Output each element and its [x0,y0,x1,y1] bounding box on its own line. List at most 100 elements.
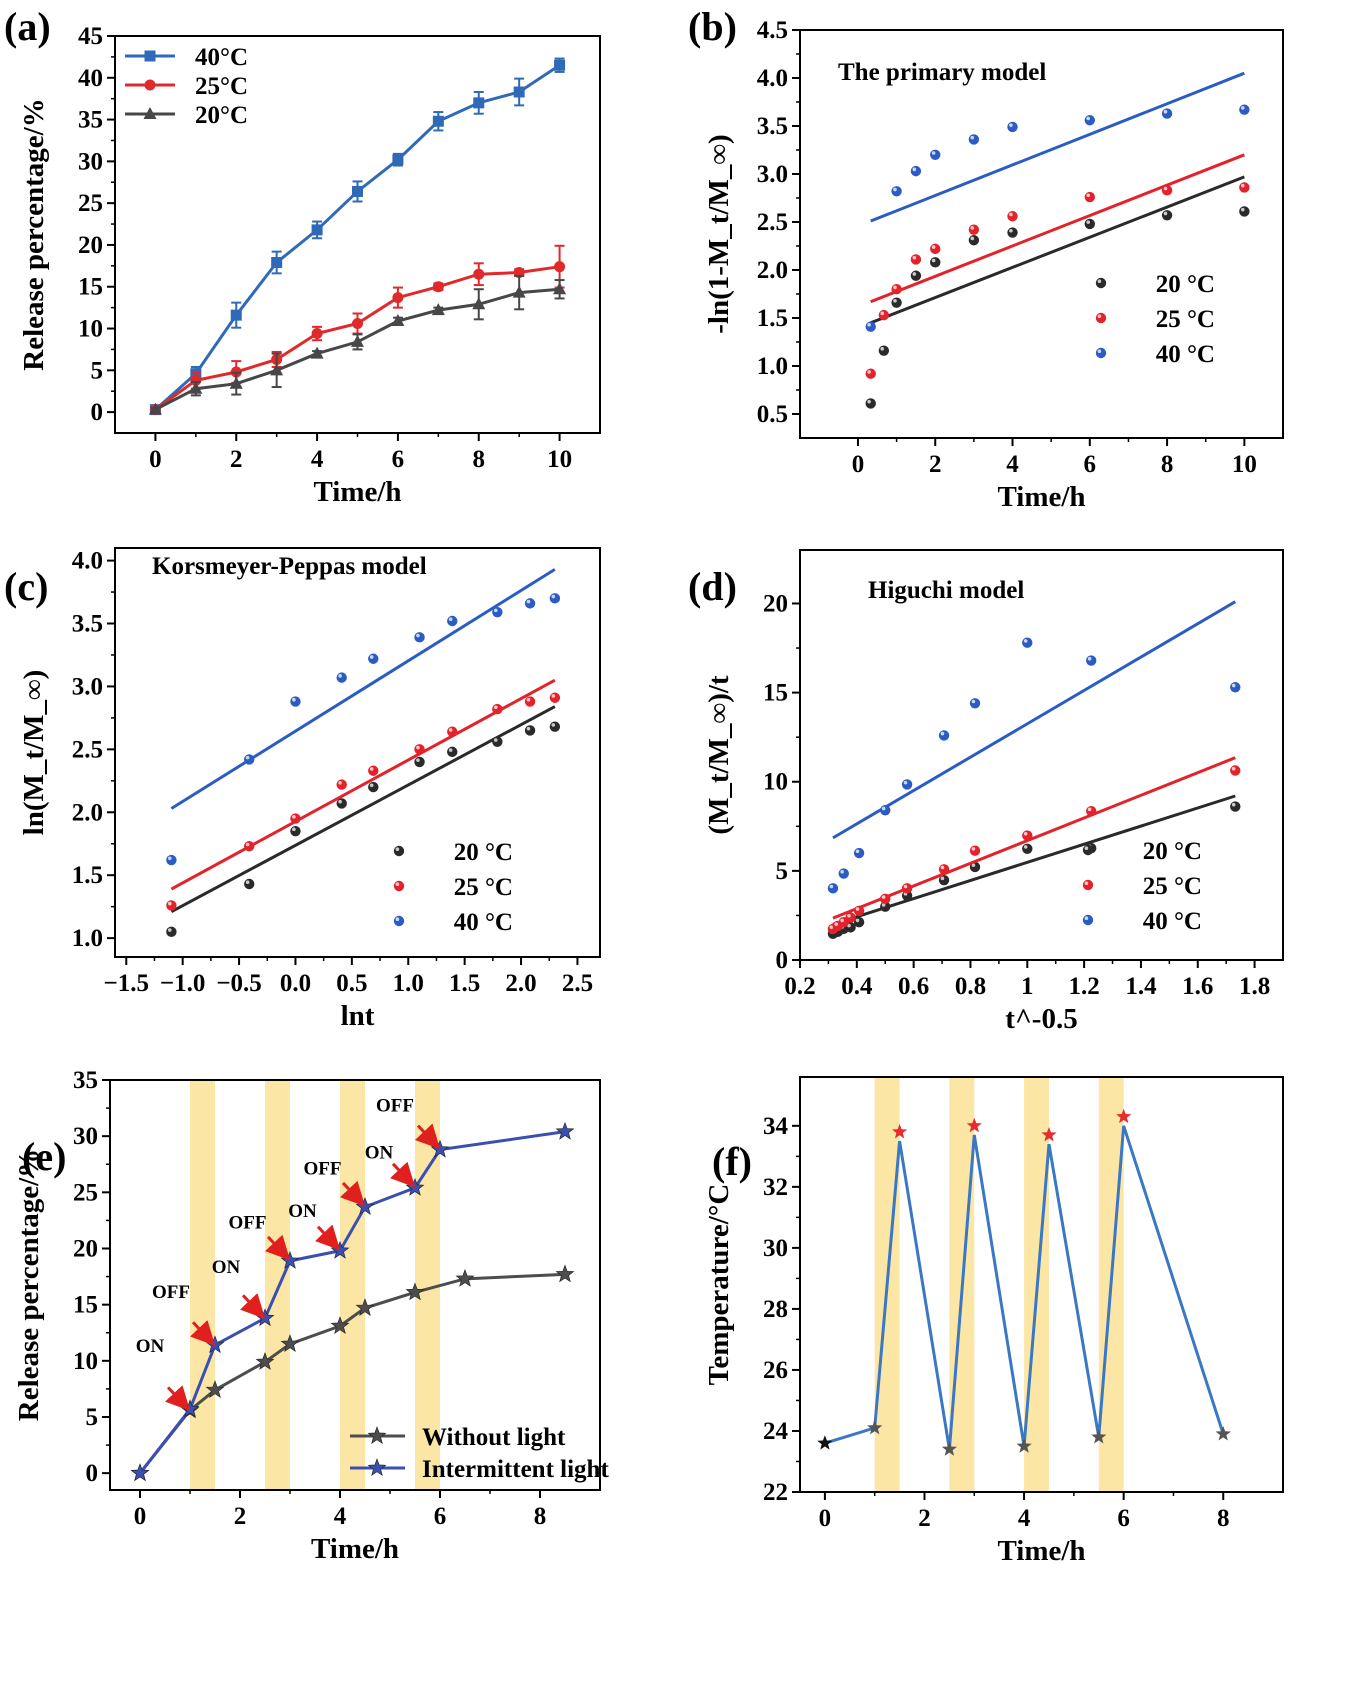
legend-marker [1082,879,1094,891]
data-point [1007,211,1018,222]
y-tick-label: 1.5 [72,862,103,889]
data-point [867,1419,883,1435]
red-arrow [239,1293,266,1319]
data-point [938,864,950,875]
data-point [968,224,980,235]
data-point-highlight [1231,683,1236,688]
data-point [1161,210,1173,221]
data-point-highlight [829,884,834,889]
plot-frame [109,1079,601,1491]
legend-label: 25 °C [1143,873,1202,900]
data-point [901,779,913,790]
data-point [270,363,284,376]
data-point [549,593,561,604]
fit-line [170,568,556,810]
data-point [189,381,203,394]
y-tick-label: 28 [763,1296,788,1323]
data-point [880,893,891,905]
y-axis-label: Release percentage/% [18,98,50,370]
data-point [941,1441,957,1456]
legend-label: 20 °C [1143,838,1202,865]
x-axis-label: Time/h [313,476,401,508]
y-tick-label: 30 [763,1235,788,1262]
series-b-2 [865,71,1250,332]
legend-marker [1082,914,1094,926]
data-point [969,845,981,856]
light-band [265,1081,290,1489]
data-point [1016,1438,1032,1453]
legend-label: Without light [422,1424,566,1451]
y-tick-label: 5 [86,1404,99,1431]
data-point [336,672,347,683]
data-point [910,165,922,177]
data-point [930,149,941,160]
data-point-highlight [245,842,250,847]
panel-label-e: (e) [22,1134,66,1179]
data-point-highlight [931,151,936,155]
data-point [891,186,902,197]
legend-marker-highlight [1084,916,1089,920]
light-annotation: ON [136,1336,165,1357]
data-point [892,1123,908,1139]
y-axis-label: -ln(1-M_t/M_∞) [703,134,735,333]
red-arrow [414,1123,441,1150]
x-tick-label: 0 [852,451,865,478]
data-point [1084,115,1096,126]
x-axis-label: lnt [341,1000,375,1032]
legend-label: 20 °C [454,839,513,866]
data-point [432,281,444,293]
y-axis-label: Temperature/°C [703,1184,735,1386]
legend-label: 40 °C [1143,908,1202,935]
data-point-highlight [338,674,342,678]
y-tick-label: 15 [763,680,788,707]
data-point-highlight [448,728,453,732]
data-point [549,721,561,732]
data-point-highlight [416,745,420,750]
legend-label: 20°C [195,102,248,129]
x-tick-label: 8 [534,1503,547,1530]
data-point-highlight [1240,106,1245,110]
data-point-highlight [369,655,374,659]
data-point-highlight [1240,183,1245,188]
light-annotation: OFF [152,1282,190,1303]
plot-frame [114,547,601,958]
y-tick-label: 24 [763,1418,789,1445]
data-point [368,653,379,664]
data-point-highlight [834,922,838,926]
y-tick-label: 4.0 [72,548,103,575]
red-arrow [314,1224,341,1251]
data-point [1161,185,1173,196]
legend-label: 40 °C [1156,341,1215,368]
data-point [290,813,301,824]
y-tick-label: 25 [73,1179,98,1206]
data-point [230,309,242,321]
series-line [824,1125,1225,1450]
red-arrow [389,1161,416,1188]
red-arrow [264,1234,291,1261]
x-tick-label: 4 [334,1503,347,1530]
y-axis-label: ln(M_t/M_∞) [18,670,50,836]
x-tick-label: 6 [1117,1505,1130,1532]
y-tick-label: 40 [78,65,103,92]
x-tick-label: −1.5 [104,970,150,997]
data-point-highlight [867,399,871,404]
y-tick-label: 0 [86,1460,99,1487]
x-tick-label: 0.5 [336,970,367,997]
data-point [473,97,485,109]
series-f-0 [817,1108,1231,1456]
series-line [138,1130,566,1475]
x-tick-label: 0.0 [280,970,311,997]
data-point-highlight [881,806,886,811]
light-annotation: OFF [229,1212,267,1233]
series-d-0 [827,794,1241,939]
data-point-highlight [167,856,172,861]
x-tick-label: 0.4 [841,973,873,1000]
x-tick-label: 2 [234,1503,247,1530]
data-point-highlight [1023,639,1028,643]
x-tick-label: 4 [1018,1505,1031,1532]
data-point-highlight [855,918,860,923]
data-point-highlight [292,814,296,819]
red-arrow [339,1180,366,1207]
series-d-1 [827,756,1241,935]
